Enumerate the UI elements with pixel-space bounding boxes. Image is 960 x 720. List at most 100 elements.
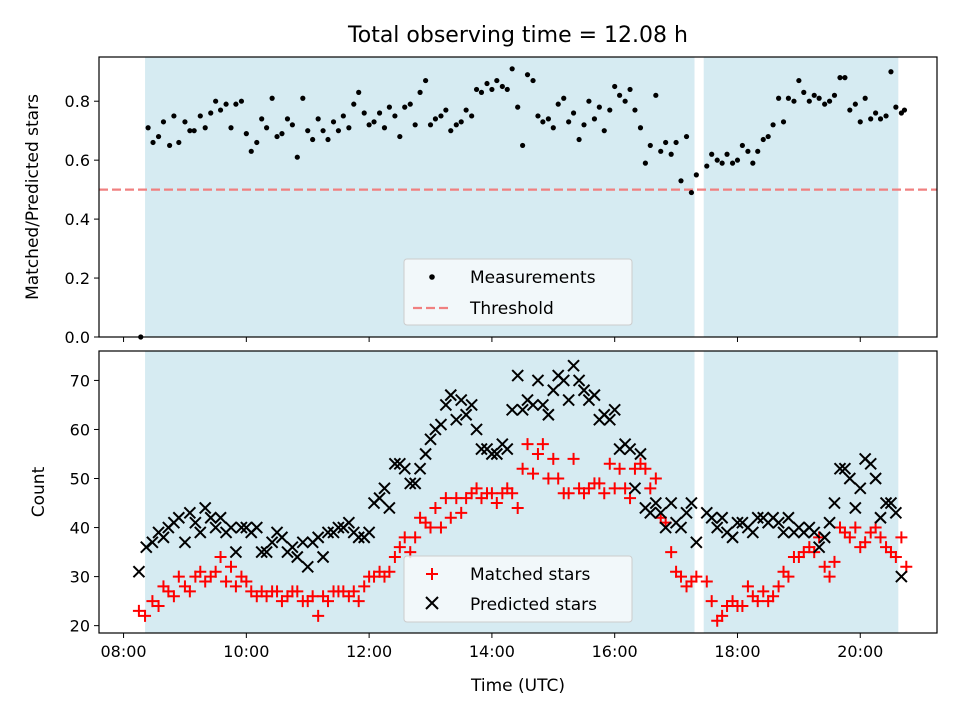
measurement-point [340, 113, 346, 119]
matched-star-point [690, 570, 703, 583]
measurement-point [765, 133, 771, 140]
measurement-point [228, 125, 234, 131]
predicted-star-point [869, 472, 882, 485]
matched-star-point [388, 550, 401, 563]
measurement-point [448, 128, 454, 134]
y-tick-label: 0.2 [65, 269, 90, 288]
measurement-point [724, 151, 730, 157]
predicted-star-point [588, 388, 601, 402]
bottom-y-ticks: 20 30 40 50 60 70 [70, 371, 99, 636]
bottom-x-ticks: 08:00 10:00 12:00 14:00 16:00 18:00 20:00 [101, 633, 883, 661]
matched-star-point [398, 531, 411, 544]
matched-stars-points [132, 438, 913, 627]
predicted-star-point [854, 482, 867, 495]
measurement-point [555, 101, 561, 107]
matched-star-point [139, 609, 152, 622]
measurement-point [776, 95, 782, 101]
matched-star-point [874, 531, 887, 544]
measurement-point [750, 160, 756, 166]
predicted-star-point [146, 536, 159, 549]
predicted-star-point [505, 403, 519, 417]
measurement-point [570, 110, 577, 116]
measurement-point [489, 86, 495, 93]
measurement-point [208, 110, 214, 116]
measurement-point [826, 98, 833, 104]
predicted-star-point [577, 384, 591, 397]
measurement-point [356, 89, 362, 95]
measurement-point [335, 128, 342, 134]
measurement-point [402, 104, 408, 110]
matched-star-point [889, 550, 902, 563]
measurement-point [371, 119, 377, 125]
measurement-point [305, 128, 311, 134]
matched-star-point [172, 570, 185, 583]
matched-star-point [859, 536, 872, 549]
predicted-star-point [664, 496, 678, 510]
legend-predicted-marker [425, 596, 439, 610]
predicted-star-point [547, 384, 560, 397]
matched-star-point [393, 541, 406, 554]
legend-measurements-label: Measurements [470, 268, 596, 288]
measurement-point [653, 92, 659, 98]
x-tick-label: 20:00 [837, 642, 883, 661]
measurement-point [780, 119, 787, 125]
y-tick-label: 30 [70, 568, 90, 587]
matched-star-point [470, 482, 483, 495]
matched-star-point [757, 585, 770, 598]
bottom-y-axis-label: Count [29, 466, 49, 517]
top-plot-frame [98, 56, 938, 338]
predicted-star-point [833, 462, 847, 475]
matched-star-point [598, 487, 611, 500]
measurement-point [320, 128, 326, 134]
measurement-point [330, 119, 337, 125]
predicted-star-point [189, 516, 202, 529]
predicted-star-point [490, 447, 504, 461]
measurement-point [167, 142, 173, 149]
predicted-star-point [296, 536, 310, 549]
predicted-star-point [659, 521, 672, 534]
matched-star-point [552, 472, 565, 485]
measurement-point [637, 125, 644, 131]
matched-star-point [152, 600, 165, 613]
measurement-point [785, 95, 792, 101]
predicted-star-point [501, 442, 514, 456]
measurement-point [831, 92, 838, 98]
legend-threshold-label: Threshold [469, 299, 554, 319]
measurement-point [197, 113, 203, 119]
predicted-star-point [603, 413, 616, 426]
predicted-star-point [511, 369, 524, 382]
predicted-star-point [884, 496, 898, 510]
predicted-star-point [157, 531, 170, 544]
measurement-point [806, 98, 812, 104]
predicted-star-point [413, 462, 427, 475]
predicted-star-point [424, 433, 437, 446]
predicted-star-point [823, 516, 836, 529]
predicted-star-point [383, 501, 396, 515]
measurement-point [842, 75, 848, 81]
predicted-star-point [434, 418, 448, 431]
measurement-point [515, 104, 521, 110]
matched-star-point [444, 511, 457, 524]
x-tick-label: 18:00 [714, 642, 760, 661]
measurement-point [160, 119, 167, 125]
predicted-star-point [459, 408, 473, 421]
predicted-star-point [751, 511, 764, 524]
matched-star-point [736, 600, 749, 613]
measurement-point [760, 136, 766, 143]
predicted-star-point [562, 393, 575, 407]
measurement-point [381, 125, 388, 131]
top-panel: 0.00.20.40.60.8 Matched/Predicted stars … [23, 56, 938, 347]
predicted-star-point [879, 496, 893, 510]
matched-star-point [547, 452, 560, 465]
y-tick-label: 60 [70, 420, 90, 439]
predicted-star-point [777, 526, 790, 539]
chart-title: Total observing time = 12.08 h [347, 23, 688, 48]
predicted-star-point [864, 457, 877, 471]
predicted-star-point [772, 516, 785, 529]
measurement-point [566, 119, 572, 125]
predicted-star-point [352, 531, 365, 544]
measurement-point [279, 131, 285, 137]
measurement-point [182, 119, 188, 125]
matched-star-point [536, 438, 549, 451]
matched-star-point [271, 585, 284, 598]
